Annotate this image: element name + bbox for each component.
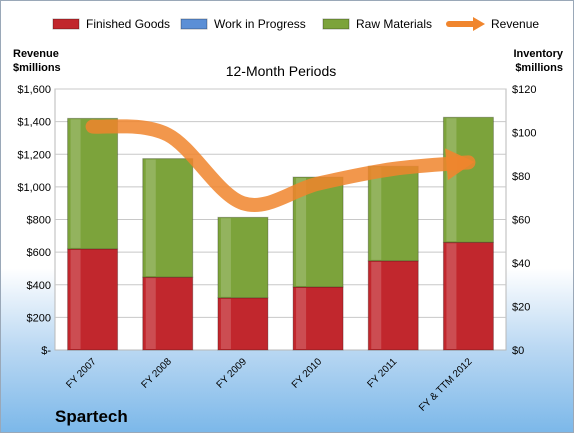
x-tick-label: FY 2010: [290, 356, 325, 391]
left-tick-label: $1,000: [17, 182, 51, 194]
bars: [67, 116, 494, 351]
bar-highlight: [70, 119, 81, 248]
x-tick-label: FY 2009: [215, 356, 250, 391]
bar-raw-materials: [142, 158, 194, 278]
chart-title: 12-Month Periods: [226, 63, 337, 79]
legend-label: Revenue: [491, 17, 539, 31]
bar-raw-materials: [367, 165, 419, 262]
left-axis-ticks: $- $200 $400 $600 $800 $1,000 $1,200 $1,400 $1,6…: [17, 84, 51, 357]
right-tick-label: $100: [512, 128, 536, 140]
revenue-arrowhead: [445, 148, 475, 181]
x-tick-label: FY & TTM 2012: [417, 356, 475, 414]
bar-finished-goods: [217, 297, 269, 351]
left-tick-label: $800: [27, 215, 51, 227]
left-tick-label: $1,400: [17, 117, 51, 129]
revenue-line-path: [85, 119, 476, 212]
legend-arrow: [473, 17, 485, 31]
right-tick-label: $0: [512, 345, 524, 357]
left-tick-label: $1,200: [17, 149, 51, 161]
bar-highlight: [70, 249, 81, 349]
bar-highlight: [371, 261, 382, 349]
legend-item-work-in-progress: Work in Progress: [180, 17, 306, 31]
bar-highlight: [446, 243, 457, 349]
bar-highlight: [446, 118, 457, 242]
legend-swatch: [180, 18, 208, 30]
left-tick-label: $200: [27, 312, 51, 324]
legend-item-revenue: Revenue: [446, 17, 539, 31]
x-tick-label: FY 2007: [64, 356, 99, 391]
bar-raw-materials: [67, 117, 119, 250]
bar-finished-goods: [67, 248, 119, 351]
bar-raw-materials: [217, 216, 269, 299]
legend-swatch: [322, 18, 350, 30]
bar-highlight: [145, 159, 156, 277]
legend-item-finished-goods: Finished Goods: [52, 17, 170, 31]
right-tick-label: $20: [512, 302, 530, 314]
gridlines: [55, 88, 506, 318]
right-tick-label: $40: [512, 258, 530, 270]
right-tick-label: $80: [512, 171, 530, 183]
legend-label: Raw Materials: [356, 17, 432, 31]
bar-finished-goods: [142, 276, 194, 351]
bar-finished-goods: [367, 260, 419, 351]
bar-finished-goods: [442, 241, 494, 351]
bar-highlight: [296, 178, 307, 286]
company-name: Spartech: [55, 407, 128, 426]
left-axis-label: Revenue $millions: [13, 48, 61, 74]
right-tick-label: $120: [512, 84, 536, 96]
bar-highlight: [296, 287, 307, 349]
left-tick-label: $1,600: [17, 84, 51, 96]
legend-item-raw-materials: Raw Materials: [322, 17, 432, 31]
legend: Finished Goods Work in Progress Raw Materi…: [52, 17, 539, 31]
x-tick-label: FY 2011: [366, 356, 400, 390]
bar-highlight: [371, 167, 382, 260]
legend-label: Finished Goods: [86, 17, 170, 31]
legend-swatch: [52, 18, 80, 30]
left-tick-label: $400: [27, 280, 51, 292]
x-tick-label: FY 2008: [139, 356, 174, 391]
bar-highlight: [220, 298, 231, 349]
left-tick-label: $-: [41, 345, 51, 357]
right-tick-label: $60: [512, 215, 530, 227]
bar-raw-materials: [442, 116, 494, 243]
legend-label: Work in Progress: [214, 17, 306, 31]
bar-highlight: [220, 218, 231, 297]
right-axis-label: Inventory $millions: [513, 48, 563, 74]
bar-highlight: [145, 278, 156, 349]
x-axis-ticks: FY 2007 FY 2008 FY 2009 FY 2010 FY 2011 FY & …: [64, 356, 475, 414]
right-axis-ticks: $0 $20 $40 $60 $80 $100 $120: [512, 84, 536, 357]
revenue-line: [85, 119, 476, 212]
left-tick-label: $600: [27, 247, 51, 259]
